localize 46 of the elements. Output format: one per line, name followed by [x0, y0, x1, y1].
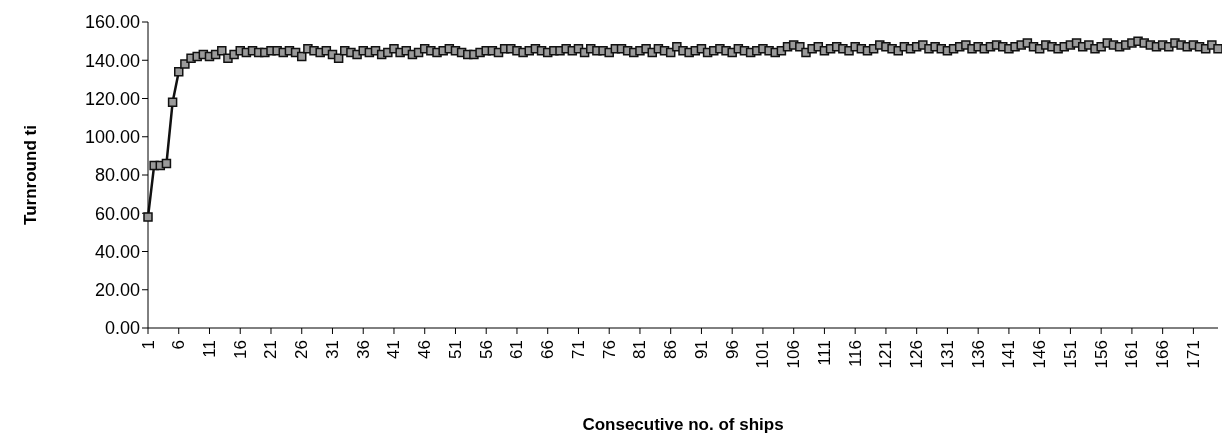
y-tick-label: 0.00 [104, 318, 140, 339]
x-tick-label: 171 [1183, 340, 1203, 369]
x-tick-label: 46 [415, 340, 435, 359]
x-tick-label: 121 [876, 340, 896, 369]
x-tick-label: 141 [999, 340, 1019, 369]
x-tick-label: 81 [630, 340, 650, 359]
x-tick-label: 156 [1091, 340, 1111, 369]
y-tick-label: 120.00 [84, 88, 140, 109]
x-tick-label: 116 [845, 340, 865, 368]
x-tick-label: 1 [138, 340, 158, 350]
x-tick-label: 136 [968, 340, 988, 369]
x-tick-label: 111 [814, 340, 834, 366]
x-tick-label: 51 [445, 340, 465, 359]
x-tick-label: 151 [1060, 340, 1080, 369]
y-tick-label: 80.00 [94, 165, 140, 186]
x-axis-title: Consecutive no. of ships [582, 415, 784, 434]
y-tick-label: 20.00 [94, 280, 140, 301]
y-tick-label: 60.00 [94, 203, 140, 224]
x-tick-label: 41 [384, 340, 404, 359]
x-tick-label: 6 [169, 340, 189, 350]
x-tick-label: 71 [568, 340, 588, 359]
y-tick-label: 140.00 [84, 50, 140, 71]
x-tick-label: 126 [907, 340, 927, 369]
x-tick-label: 31 [322, 340, 342, 359]
x-tick-label: 131 [937, 340, 957, 369]
x-tick-label: 66 [538, 340, 558, 359]
x-tick-label: 101 [753, 340, 773, 369]
x-tick-label: 106 [784, 340, 804, 369]
x-tick-label: 166 [1153, 340, 1173, 369]
x-tick-label: 56 [476, 340, 496, 359]
x-tick-label: 76 [599, 340, 619, 359]
x-tick-label: 16 [230, 340, 250, 359]
x-tick-label: 11 [199, 340, 219, 358]
y-axis-title: Turnround ti [21, 125, 41, 225]
x-tick-label: 86 [661, 340, 681, 359]
y-tick-label: 40.00 [94, 241, 140, 262]
x-tick-label: 146 [1030, 340, 1050, 369]
y-tick-label: 100.00 [84, 127, 140, 148]
x-tick-label: 21 [261, 340, 281, 359]
x-tick-label: 26 [292, 340, 312, 359]
y-tick-label: 160.00 [84, 12, 140, 33]
x-tick-label: 161 [1122, 340, 1142, 369]
x-tick-label: 61 [507, 340, 527, 359]
x-tick-label: 96 [722, 340, 742, 359]
x-tick-label: 36 [353, 340, 373, 359]
x-tick-label: 91 [691, 340, 711, 359]
